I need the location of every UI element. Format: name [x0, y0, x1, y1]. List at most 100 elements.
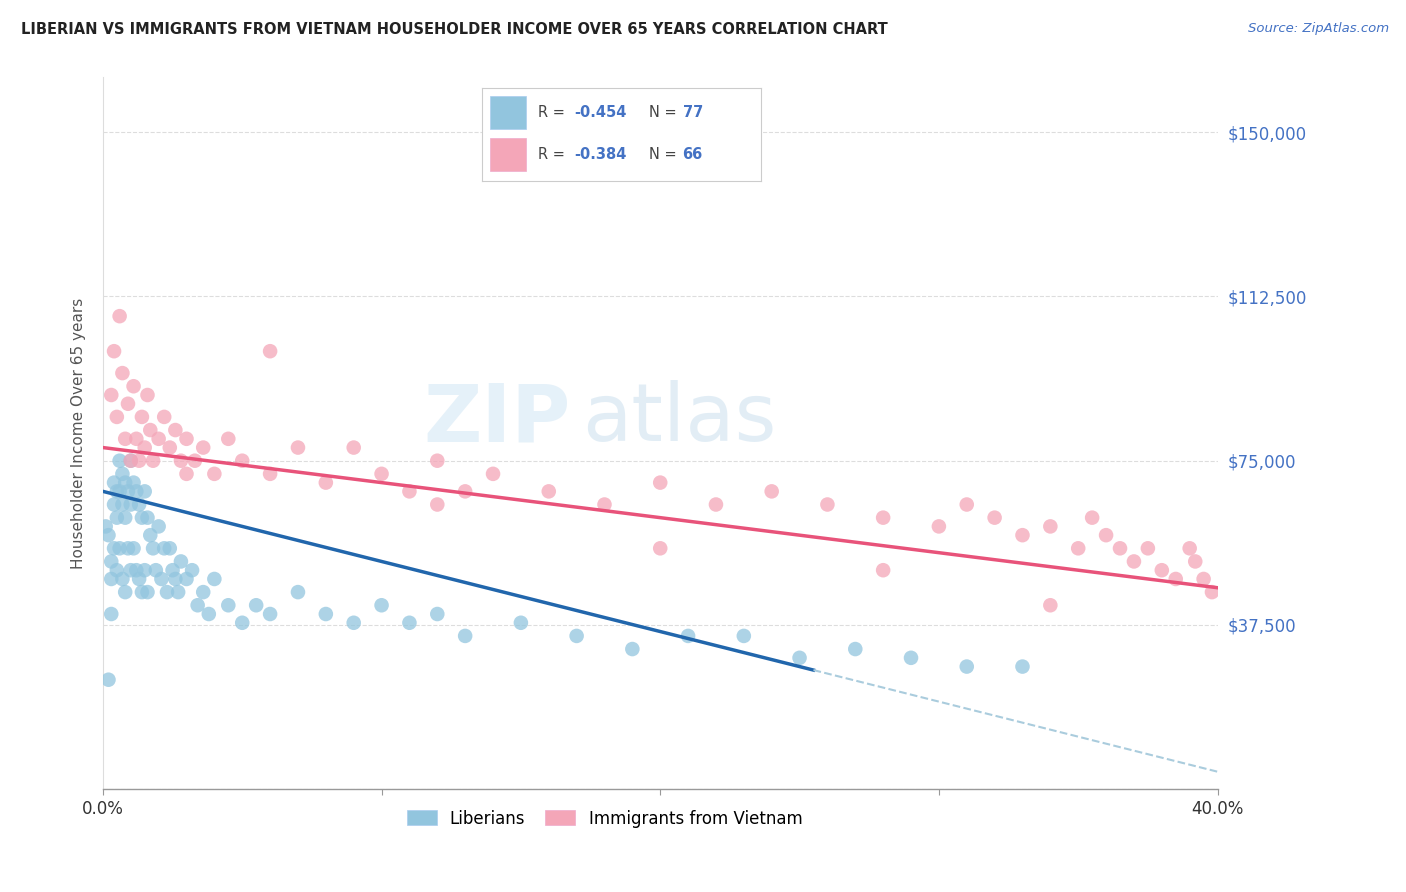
- Point: [650, 541, 672, 556]
- Point: [928, 519, 950, 533]
- Point: [370, 467, 392, 481]
- Point: [676, 629, 699, 643]
- Point: [114, 510, 136, 524]
- Point: [1201, 585, 1223, 599]
- Point: [117, 484, 139, 499]
- Point: [1039, 599, 1062, 613]
- Point: [872, 563, 894, 577]
- Point: [108, 541, 131, 556]
- Point: [125, 484, 148, 499]
- Y-axis label: Householder Income Over 65 years: Householder Income Over 65 years: [72, 298, 86, 569]
- Point: [120, 453, 142, 467]
- Point: [343, 441, 366, 455]
- Point: [156, 585, 179, 599]
- Point: [100, 554, 122, 568]
- Point: [145, 563, 167, 577]
- Point: [120, 563, 142, 577]
- Point: [170, 554, 193, 568]
- Point: [122, 379, 145, 393]
- Point: [165, 572, 187, 586]
- Text: atlas: atlas: [582, 380, 776, 458]
- Point: [245, 599, 267, 613]
- Point: [176, 432, 198, 446]
- Point: [134, 441, 156, 455]
- Point: [202, 572, 225, 586]
- Point: [114, 432, 136, 446]
- Point: [509, 615, 531, 630]
- Text: LIBERIAN VS IMMIGRANTS FROM VIETNAM HOUSEHOLDER INCOME OVER 65 YEARS CORRELATION: LIBERIAN VS IMMIGRANTS FROM VIETNAM HOUS…: [21, 22, 887, 37]
- Point: [176, 467, 198, 481]
- Point: [153, 409, 176, 424]
- Point: [1184, 554, 1206, 568]
- Point: [139, 528, 162, 542]
- Point: [565, 629, 588, 643]
- Point: [259, 607, 281, 621]
- Point: [142, 541, 165, 556]
- Point: [789, 650, 811, 665]
- Point: [100, 607, 122, 621]
- Point: [217, 599, 239, 613]
- Point: [193, 441, 215, 455]
- Point: [111, 467, 134, 481]
- Point: [105, 409, 128, 424]
- Point: [136, 510, 159, 524]
- Point: [103, 541, 125, 556]
- Point: [231, 453, 253, 467]
- Point: [537, 484, 560, 499]
- Point: [117, 397, 139, 411]
- Point: [131, 510, 153, 524]
- Point: [111, 498, 134, 512]
- Point: [105, 563, 128, 577]
- Point: [125, 563, 148, 577]
- Point: [122, 475, 145, 490]
- Point: [134, 563, 156, 577]
- Point: [148, 432, 170, 446]
- Point: [176, 572, 198, 586]
- Point: [761, 484, 783, 499]
- Point: [1039, 519, 1062, 533]
- Point: [398, 484, 420, 499]
- Point: [956, 659, 979, 673]
- Point: [1164, 572, 1187, 586]
- Point: [122, 541, 145, 556]
- Point: [103, 498, 125, 512]
- Point: [454, 629, 477, 643]
- Point: [900, 650, 922, 665]
- Point: [162, 563, 184, 577]
- Point: [315, 475, 337, 490]
- Point: [983, 510, 1005, 524]
- Point: [142, 453, 165, 467]
- Point: [1095, 528, 1118, 542]
- Point: [128, 453, 150, 467]
- Point: [103, 344, 125, 359]
- Point: [136, 388, 159, 402]
- Point: [193, 585, 215, 599]
- Point: [217, 432, 239, 446]
- Point: [125, 432, 148, 446]
- Point: [872, 510, 894, 524]
- Point: [202, 467, 225, 481]
- Point: [1136, 541, 1159, 556]
- Point: [108, 453, 131, 467]
- Point: [128, 572, 150, 586]
- Point: [150, 572, 173, 586]
- Point: [259, 344, 281, 359]
- Point: [733, 629, 755, 643]
- Point: [159, 541, 181, 556]
- Point: [153, 541, 176, 556]
- Point: [94, 519, 117, 533]
- Point: [621, 642, 644, 657]
- Point: [287, 585, 309, 599]
- Point: [454, 484, 477, 499]
- Point: [370, 599, 392, 613]
- Point: [398, 615, 420, 630]
- Point: [165, 423, 187, 437]
- Point: [844, 642, 866, 657]
- Point: [1178, 541, 1201, 556]
- Point: [956, 498, 979, 512]
- Point: [315, 607, 337, 621]
- Point: [287, 441, 309, 455]
- Point: [181, 563, 204, 577]
- Point: [650, 475, 672, 490]
- Point: [139, 423, 162, 437]
